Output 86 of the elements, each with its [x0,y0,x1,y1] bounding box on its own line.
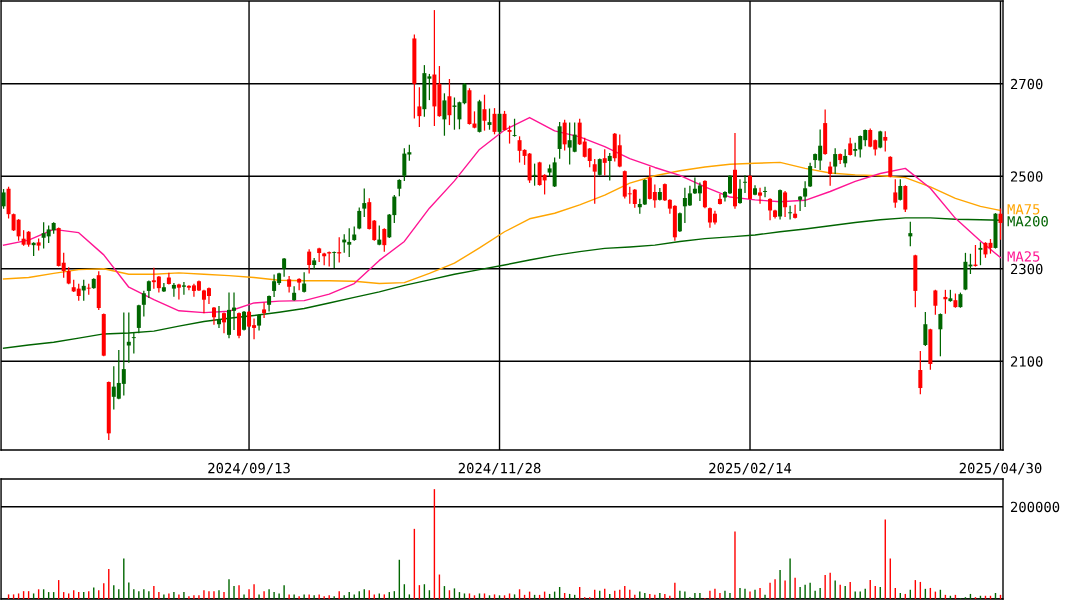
candlestick [743,175,748,194]
candlestick [607,152,612,181]
candlestick [923,312,928,347]
candlestick [938,313,943,357]
candlestick [292,286,297,301]
candlestick [357,207,362,230]
candlestick [562,119,567,151]
candlestick [833,148,838,175]
x-tick-label: 2024/11/28 [458,462,541,475]
candlestick [998,208,1003,240]
series-label: MA75 [1007,204,1040,215]
candlestick [888,156,893,178]
candlestick [497,113,502,135]
candlestick [532,163,537,186]
candlestick [302,272,307,293]
candlestick [272,274,277,298]
y-tick-label: 2500 [1010,171,1043,182]
candlestick [803,181,808,207]
candlestick [557,121,562,159]
candlestick [748,175,753,200]
candlestick [442,93,447,136]
candlestick [347,228,352,257]
candlestick [893,179,898,208]
candlestick [382,228,387,252]
candlestick [978,242,983,266]
candlestick [502,110,507,131]
x-tick-label: 2025/04/30 [959,462,1042,475]
candlestick [602,149,607,176]
candlestick [793,204,798,219]
candlestick [737,179,742,204]
candlestick [828,161,833,186]
candlestick [161,282,166,293]
candlestick [482,94,487,131]
candlestick [242,311,247,331]
candlestick [592,158,597,204]
y-tick-label: 200000 [1010,501,1060,513]
candlestick [171,282,176,297]
candlestick [447,78,452,126]
y-tick-label: 2300 [1010,263,1043,275]
x-tick-label: 2025/02/14 [709,462,792,475]
candlestick [487,108,492,130]
candlestick [216,306,221,329]
candlestick [492,108,497,135]
candlestick [808,162,813,188]
candlestick [768,198,773,221]
candlestick [262,302,267,318]
candlestick [883,131,888,152]
candlestick [717,194,722,205]
candlestick [572,122,577,153]
candlestick [141,290,146,317]
candlestick [387,214,392,238]
candlestick [617,134,622,168]
candlestick [166,272,171,285]
x-tick-label: 2024/09/13 [208,462,290,475]
candlestick [362,188,367,218]
line-series [2,116,1002,314]
series-label: MA200 [1007,216,1048,227]
candlestick [297,278,302,291]
candlestick [307,249,312,274]
candlestick [176,283,181,300]
candlestick [763,186,768,198]
candlestick [908,221,913,247]
candlestick [136,304,141,334]
candlestick [237,312,242,339]
candlestick [798,195,803,212]
candlestick [677,212,682,232]
candlestick [783,190,788,218]
line-series [2,161,1002,285]
candlestick [417,87,422,127]
candlestick [788,205,793,220]
candlestick [903,185,908,213]
candlestick [392,195,397,224]
candlestick [287,275,292,293]
series-label: MA25 [1007,251,1040,262]
candlestick [402,148,407,182]
candlestick [758,187,763,204]
candlestick [933,289,938,315]
candlestick [918,350,923,395]
candlestick [221,312,226,334]
candlestick [181,281,186,295]
candlestick [377,225,382,246]
y-tick-label: 2100 [1010,356,1043,367]
candlestick [1,189,6,209]
candlestick [898,179,903,201]
y-tick-label: 2700 [1010,78,1043,90]
candlestick [687,185,692,207]
